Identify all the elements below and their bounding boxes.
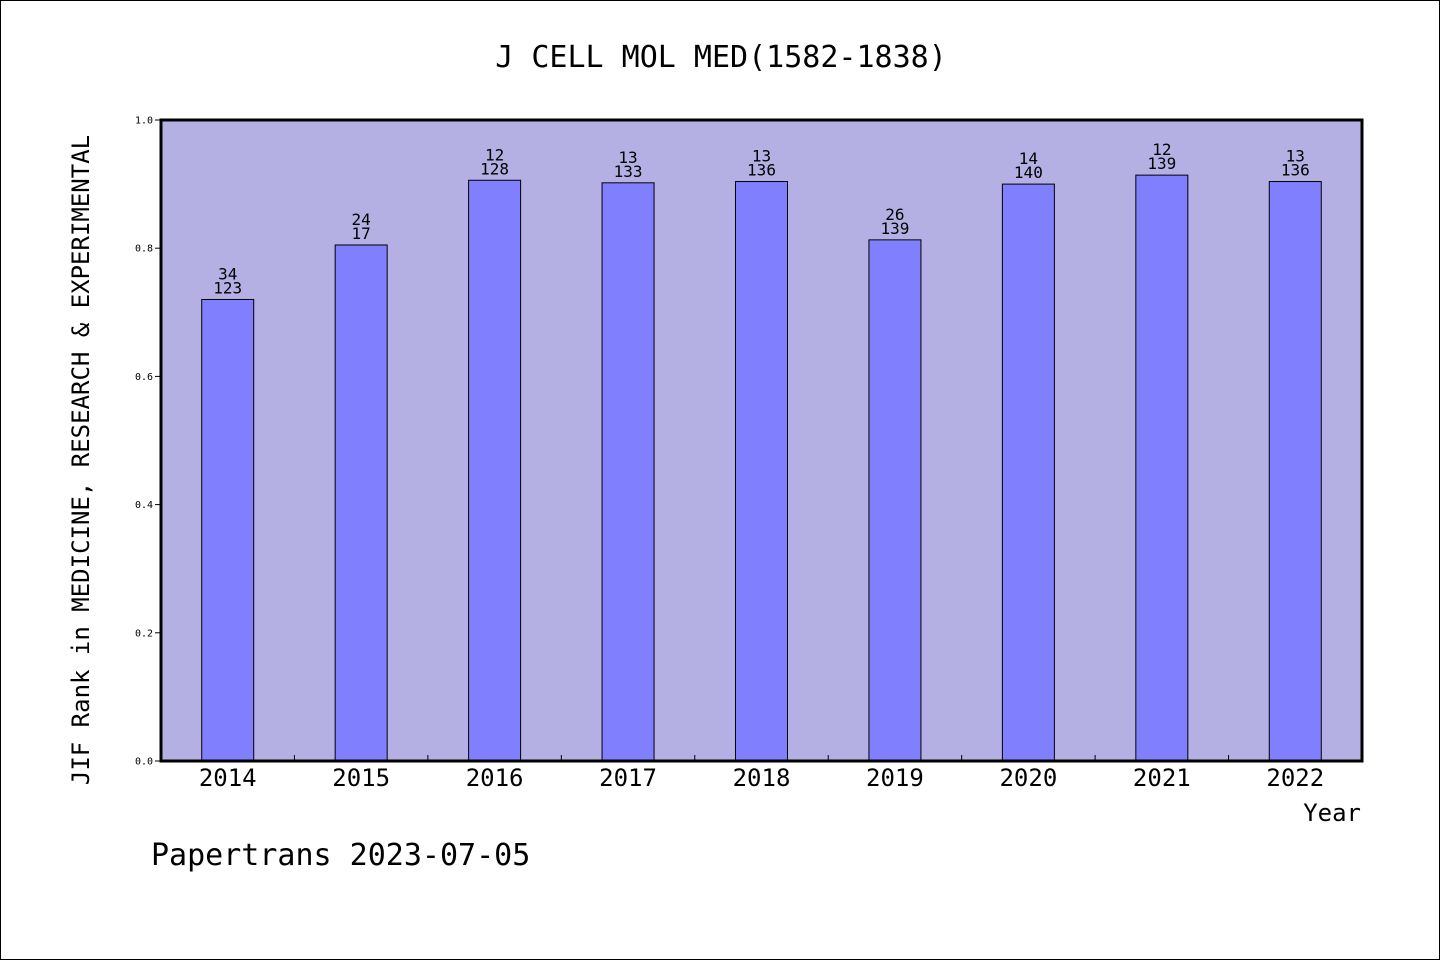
bar-2022	[1268, 181, 1322, 762]
bar-rank-label: 34	[218, 264, 237, 283]
bar-rank-label: 12	[485, 145, 504, 164]
bar-total-label: 140	[1014, 163, 1043, 182]
x-tick-label: 2017	[599, 764, 657, 792]
x-tick-label: 2020	[999, 764, 1057, 792]
x-tick-label: 2018	[733, 764, 791, 792]
bar-rank-label: 13	[752, 147, 771, 166]
bar-2017	[601, 182, 655, 762]
y-axis-label: JIF Rank in MEDICINE, RESEARCH & EXPERIM…	[67, 135, 95, 785]
bar-2015	[334, 244, 388, 762]
bar-rank-label: 24	[352, 210, 371, 229]
bar-2016	[468, 179, 522, 762]
bar-2014	[201, 298, 255, 762]
bar-total-label: 139	[1147, 154, 1176, 173]
footer-text: Papertrans 2023-07-05	[151, 838, 530, 873]
bar-rank-label: 26	[885, 205, 904, 224]
bar-2020	[1001, 183, 1055, 762]
plot-frame	[159, 118, 1364, 763]
y-tick-label: 0.4	[135, 500, 153, 511]
bar-rank-label: 13	[1286, 147, 1305, 166]
y-tick-label: 1.0	[135, 116, 153, 127]
x-tick-label: 2019	[866, 764, 924, 792]
y-tick-label: 0.8	[135, 244, 153, 255]
x-tick-label: 2014	[199, 764, 257, 792]
bar-rank-label: 13	[618, 148, 637, 167]
x-tick-label: 2021	[1133, 764, 1191, 792]
bar-2021	[1135, 174, 1189, 762]
chart-title: J CELL MOL MED(1582-1838)	[495, 40, 947, 75]
bar-2018	[735, 181, 788, 762]
y-tick-label: 0.6	[135, 372, 153, 383]
bar-2019	[868, 239, 922, 762]
bar-total-label: 139	[880, 219, 909, 238]
x-axis-label: Year	[1303, 799, 1361, 827]
bar-total-label: 17	[352, 224, 371, 243]
bar-rank-label: 12	[1152, 140, 1171, 159]
x-tick-label: 2015	[332, 764, 390, 792]
bar-total-label: 123	[213, 278, 242, 297]
y-tick-label: 0.2	[135, 628, 153, 639]
bar-total-label: 136	[1281, 161, 1310, 180]
bar-total-label: 136	[747, 161, 776, 180]
x-tick-label: 2022	[1266, 764, 1324, 792]
bar-total-label: 133	[614, 162, 643, 181]
bar-rank-label: 14	[1019, 149, 1038, 168]
x-tick-label: 2016	[466, 764, 524, 792]
y-tick-label: 0.0	[135, 757, 153, 768]
bar-total-label: 128	[480, 159, 509, 178]
